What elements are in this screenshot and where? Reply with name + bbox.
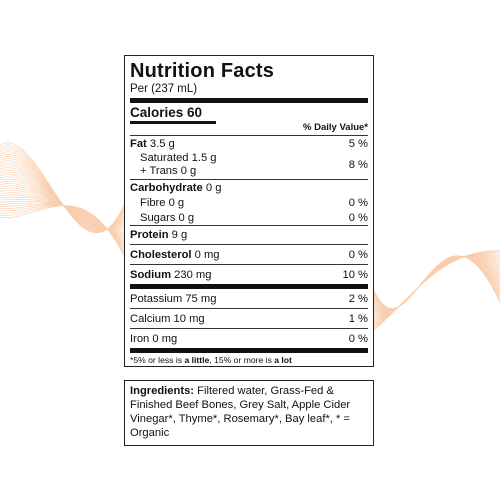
calories-underline [130, 121, 216, 124]
sodium-amount: 230 mg [174, 268, 212, 281]
iron-row: Iron 0 mg 0 % [130, 329, 368, 348]
ingredients-text: Filtered water, Grass-Fed & Finished Bee… [130, 385, 351, 439]
carb-label: Carbohydrate [130, 181, 203, 194]
wave-strand [0, 142, 125, 234]
wave-strand [0, 171, 125, 230]
divider [130, 308, 368, 309]
potassium-dv: 2 % [348, 292, 368, 305]
footnote-lot: a lot [274, 355, 292, 365]
daily-value-footnote: *5% or less is a little, 15% or more is … [130, 353, 368, 365]
divider [130, 135, 368, 136]
carb-amount: 0 g [205, 181, 222, 194]
divider-thick [130, 98, 368, 103]
potassium-row: Potassium 75 mg 2 % [130, 289, 368, 308]
sodium-dv: 10 % [342, 268, 369, 281]
fat-amount: 3.5 g [149, 137, 175, 150]
iron-dv: 0 % [348, 332, 368, 345]
serving-size: Per (237 mL) [130, 83, 198, 95]
footnote-little: a little [184, 355, 210, 365]
calories-label: Calories [130, 105, 184, 120]
divider-thick [130, 348, 368, 353]
sugars-row: Sugars 0 g 0 % [130, 210, 368, 225]
daily-value-header: % Daily Value* [303, 122, 368, 133]
trans-label: + Trans 0 g [140, 165, 197, 177]
potassium-label: Potassium 75 mg [130, 292, 217, 305]
wave-strand [373, 255, 500, 309]
divider [130, 225, 368, 226]
fibre-dv: 0 % [348, 196, 368, 209]
sodium-row: Sodium 230 mg 10 % [130, 265, 368, 284]
fat-dv: 5 % [348, 137, 368, 150]
sugars-label: Sugars 0 g [140, 211, 195, 224]
sugars-dv: 0 % [348, 211, 368, 224]
cholesterol-dv: 0 % [348, 248, 368, 261]
cholesterol-amount: 0 mg [194, 248, 220, 261]
footnote-text: , 15% or more is [209, 355, 275, 365]
cholesterol-label: Cholesterol [130, 248, 192, 261]
fat-label: Fat [130, 137, 147, 150]
divider-thick [130, 284, 368, 289]
ingredients-panel: Ingredients: Filtered water, Grass-Fed &… [124, 380, 374, 446]
wave-strand [0, 174, 125, 230]
footnote-text: *5% or less is [130, 355, 185, 365]
wave-strand [0, 205, 125, 256]
wave-strand [373, 256, 500, 311]
nutrition-title: Nutrition Facts [130, 60, 275, 82]
wave-strand [0, 167, 125, 230]
wave-strand [0, 162, 125, 230]
wave-strand [0, 149, 125, 232]
calcium-dv: 1 % [348, 312, 368, 325]
divider [130, 244, 368, 245]
fat-row: Fat 3.5 g 5 % [130, 136, 368, 151]
wave-strand [0, 203, 125, 249]
calcium-row: Calcium 10 mg 1 % [130, 309, 368, 328]
sat-trans-row: Saturated 1.5 g + Trans 0 g 8 % [130, 151, 368, 179]
calories: Calories 60 [130, 105, 202, 120]
cholesterol-row: Cholesterol 0 mg 0 % [130, 245, 368, 264]
wave-strand [0, 158, 125, 231]
divider [130, 328, 368, 329]
fibre-row: Fibre 0 g 0 % [130, 195, 368, 210]
wave-strand [0, 202, 125, 247]
calories-block: Calories 60 % Daily Value* [130, 103, 368, 135]
sodium-label: Sodium [130, 268, 172, 281]
saturated-label: Saturated 1.5 g [140, 152, 217, 164]
left-wave-decoration [0, 142, 125, 256]
calcium-label: Calcium 10 mg [130, 312, 205, 325]
iron-label: Iron 0 mg [130, 332, 178, 345]
protein-row: Protein 9 g [130, 226, 368, 244]
divider [130, 264, 368, 265]
divider [130, 179, 368, 180]
carb-row: Carbohydrate 0 g [130, 180, 368, 195]
right-wave-decoration [373, 249, 500, 331]
fibre-label: Fibre 0 g [140, 196, 185, 209]
wave-strand [0, 146, 125, 233]
protein-amount: 9 g [171, 229, 188, 241]
ingredients-label: Ingredients: [130, 385, 195, 397]
nutrition-facts-panel: Nutrition Facts Per (237 mL) Calories 60… [124, 55, 374, 367]
sat-trans-dv: 8 % [348, 159, 368, 171]
calories-value: 60 [187, 105, 203, 120]
protein-label: Protein [130, 229, 169, 241]
